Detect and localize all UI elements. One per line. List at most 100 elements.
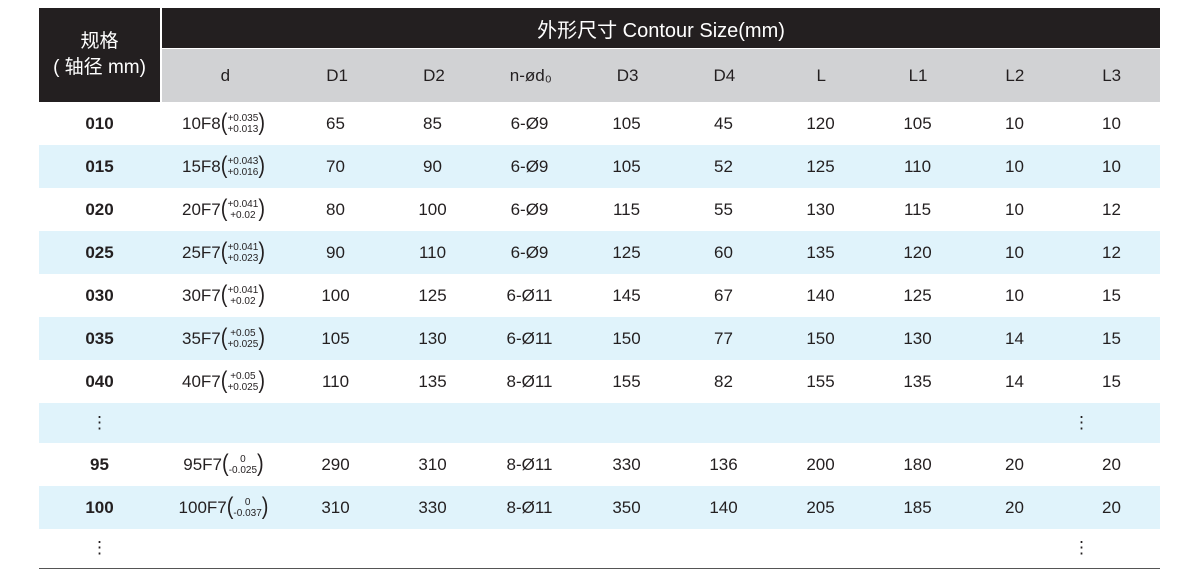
spec-cell: 100 — [85, 497, 114, 517]
value-cell: 85 — [423, 113, 442, 133]
spec-unit: ( 轴径 mm) — [53, 57, 146, 78]
spec-table-body: 010 10F8(+0.035 +0.013) 65 85 6-Ø9 105 45 120 105… — [39, 102, 1160, 567]
lower-tolerance: -0.037 — [233, 507, 262, 519]
value-cell: 12 — [1102, 199, 1121, 219]
upper-tolerance: 0 — [240, 453, 246, 465]
value-cell: 140 — [709, 497, 738, 517]
value-cell: 330 — [612, 454, 641, 474]
value-cell: 310 — [321, 497, 350, 517]
lower-tolerance: +0.025 — [227, 338, 259, 350]
value-cell: 140 — [806, 285, 835, 305]
d-cell: 10F8(+0.035 +0.013) — [182, 109, 265, 137]
upper-tolerance: +0.05 — [230, 370, 256, 382]
value-cell: 15 — [1102, 371, 1121, 391]
value-cell: 145 — [612, 285, 641, 305]
value-cell: 105 — [321, 328, 350, 348]
value-cell: 6-Ø9 — [510, 199, 549, 219]
value-cell: 10 — [1005, 285, 1024, 305]
value-cell: 20 — [1005, 497, 1024, 517]
table-row: 100 100F7(0 -0.037) 310 330 8-Ø11 350 140 205 185… — [39, 486, 1160, 529]
value-cell: 110 — [418, 242, 447, 262]
value-cell: 20 — [1005, 454, 1024, 474]
fit-class: 20F7 — [182, 199, 221, 219]
column-header: D3 — [616, 65, 639, 85]
value-cell: 115 — [903, 199, 932, 219]
value-cell: 125 — [418, 285, 447, 305]
column-header: L — [816, 65, 826, 85]
spec-cell: 030 — [85, 285, 114, 305]
spec-cell: 020 — [85, 199, 114, 219]
value-cell: 20 — [1102, 497, 1121, 517]
spec-cell: 95 — [90, 454, 109, 474]
value-cell: 120 — [903, 242, 932, 262]
fit-class: 35F7 — [182, 328, 221, 348]
table-row: 020 20F7(+0.041 +0.02) 80 100 6-Ø9 115 55 130 115… — [39, 188, 1160, 231]
value-cell: 45 — [714, 113, 733, 133]
value-cell: 290 — [321, 454, 350, 474]
lower-tolerance: +0.016 — [227, 166, 259, 178]
value-cell: 67 — [714, 285, 733, 305]
d-cell: 20F7(+0.041 +0.02) — [182, 195, 265, 223]
value-cell: 55 — [714, 199, 733, 219]
value-cell: 155 — [612, 371, 641, 391]
fit-class: 10F8 — [182, 113, 221, 133]
value-cell: 10 — [1102, 156, 1121, 176]
value-cell: 15 — [1102, 328, 1121, 348]
value-cell: 110 — [321, 371, 350, 391]
value-cell: 105 — [612, 156, 641, 176]
value-cell: 110 — [903, 156, 932, 176]
d-cell: 40F7(+0.05 +0.025) — [182, 367, 265, 395]
table-row: 95 95F7(0 -0.025) 290 310 8-Ø11 330 136 200 180 20… — [39, 443, 1160, 486]
d-cell: 95F7(0 -0.025) — [183, 450, 264, 478]
value-cell: 15 — [1102, 285, 1121, 305]
value-cell: 155 — [806, 371, 835, 391]
value-cell: 150 — [612, 328, 641, 348]
value-cell: 6-Ø9 — [510, 113, 549, 133]
column-header: L2 — [1005, 65, 1025, 85]
value-cell: 130 — [418, 328, 447, 348]
table-row: 040 40F7(+0.05 +0.025) 110 135 8-Ø11 155 82 155 1… — [39, 360, 1160, 403]
spec-cell: 015 — [85, 156, 114, 176]
lower-tolerance: +0.02 — [230, 295, 256, 307]
value-cell: 310 — [418, 454, 447, 474]
value-cell: 60 — [714, 242, 733, 262]
column-header: n-ød₀ — [509, 65, 552, 85]
fit-class: 30F7 — [182, 285, 221, 305]
value-cell: 65 — [326, 113, 345, 133]
ellipsis-row: ⋮ ⋮ — [39, 403, 1160, 443]
value-cell: 330 — [418, 497, 447, 517]
ellipsis: ⋮ — [91, 538, 108, 557]
fit-class: 15F8 — [182, 156, 221, 176]
value-cell: 135 — [903, 371, 932, 391]
upper-tolerance: 0 — [244, 496, 251, 508]
upper-tolerance: +0.035 — [227, 112, 259, 124]
column-header: L1 — [908, 65, 928, 85]
value-cell: 150 — [806, 328, 835, 348]
contour-size-header: 外形尺寸 Contour Size(mm) — [162, 8, 1160, 48]
column-header: L3 — [1102, 65, 1122, 85]
value-cell: 90 — [423, 156, 442, 176]
value-cell: 125 — [612, 242, 641, 262]
value-cell: 6-Ø11 — [506, 285, 553, 305]
lower-tolerance: +0.023 — [227, 252, 259, 264]
spec-cell: 010 — [85, 113, 114, 133]
value-cell: 125 — [806, 156, 835, 176]
value-cell: 105 — [903, 113, 932, 133]
spec-title: 规格 — [80, 31, 119, 52]
lower-tolerance: +0.013 — [227, 123, 259, 135]
lower-tolerance: +0.02 — [230, 209, 256, 221]
table-row: 015 15F8(+0.043 +0.016) 70 90 6-Ø9 105 52 125 110… — [39, 145, 1160, 188]
value-cell: 200 — [806, 454, 835, 474]
value-cell: 82 — [714, 371, 733, 391]
value-cell: 14 — [1005, 371, 1024, 391]
fit-class: 95F7 — [183, 454, 223, 474]
value-cell: 135 — [806, 242, 835, 262]
fit-class: 25F7 — [182, 242, 221, 262]
upper-tolerance: +0.041 — [227, 241, 259, 253]
value-cell: 105 — [612, 113, 641, 133]
value-cell: 185 — [903, 497, 932, 517]
value-cell: 80 — [326, 199, 345, 219]
ellipsis: ⋮ — [91, 413, 108, 432]
upper-tolerance: +0.041 — [227, 284, 259, 296]
value-cell: 120 — [806, 113, 835, 133]
